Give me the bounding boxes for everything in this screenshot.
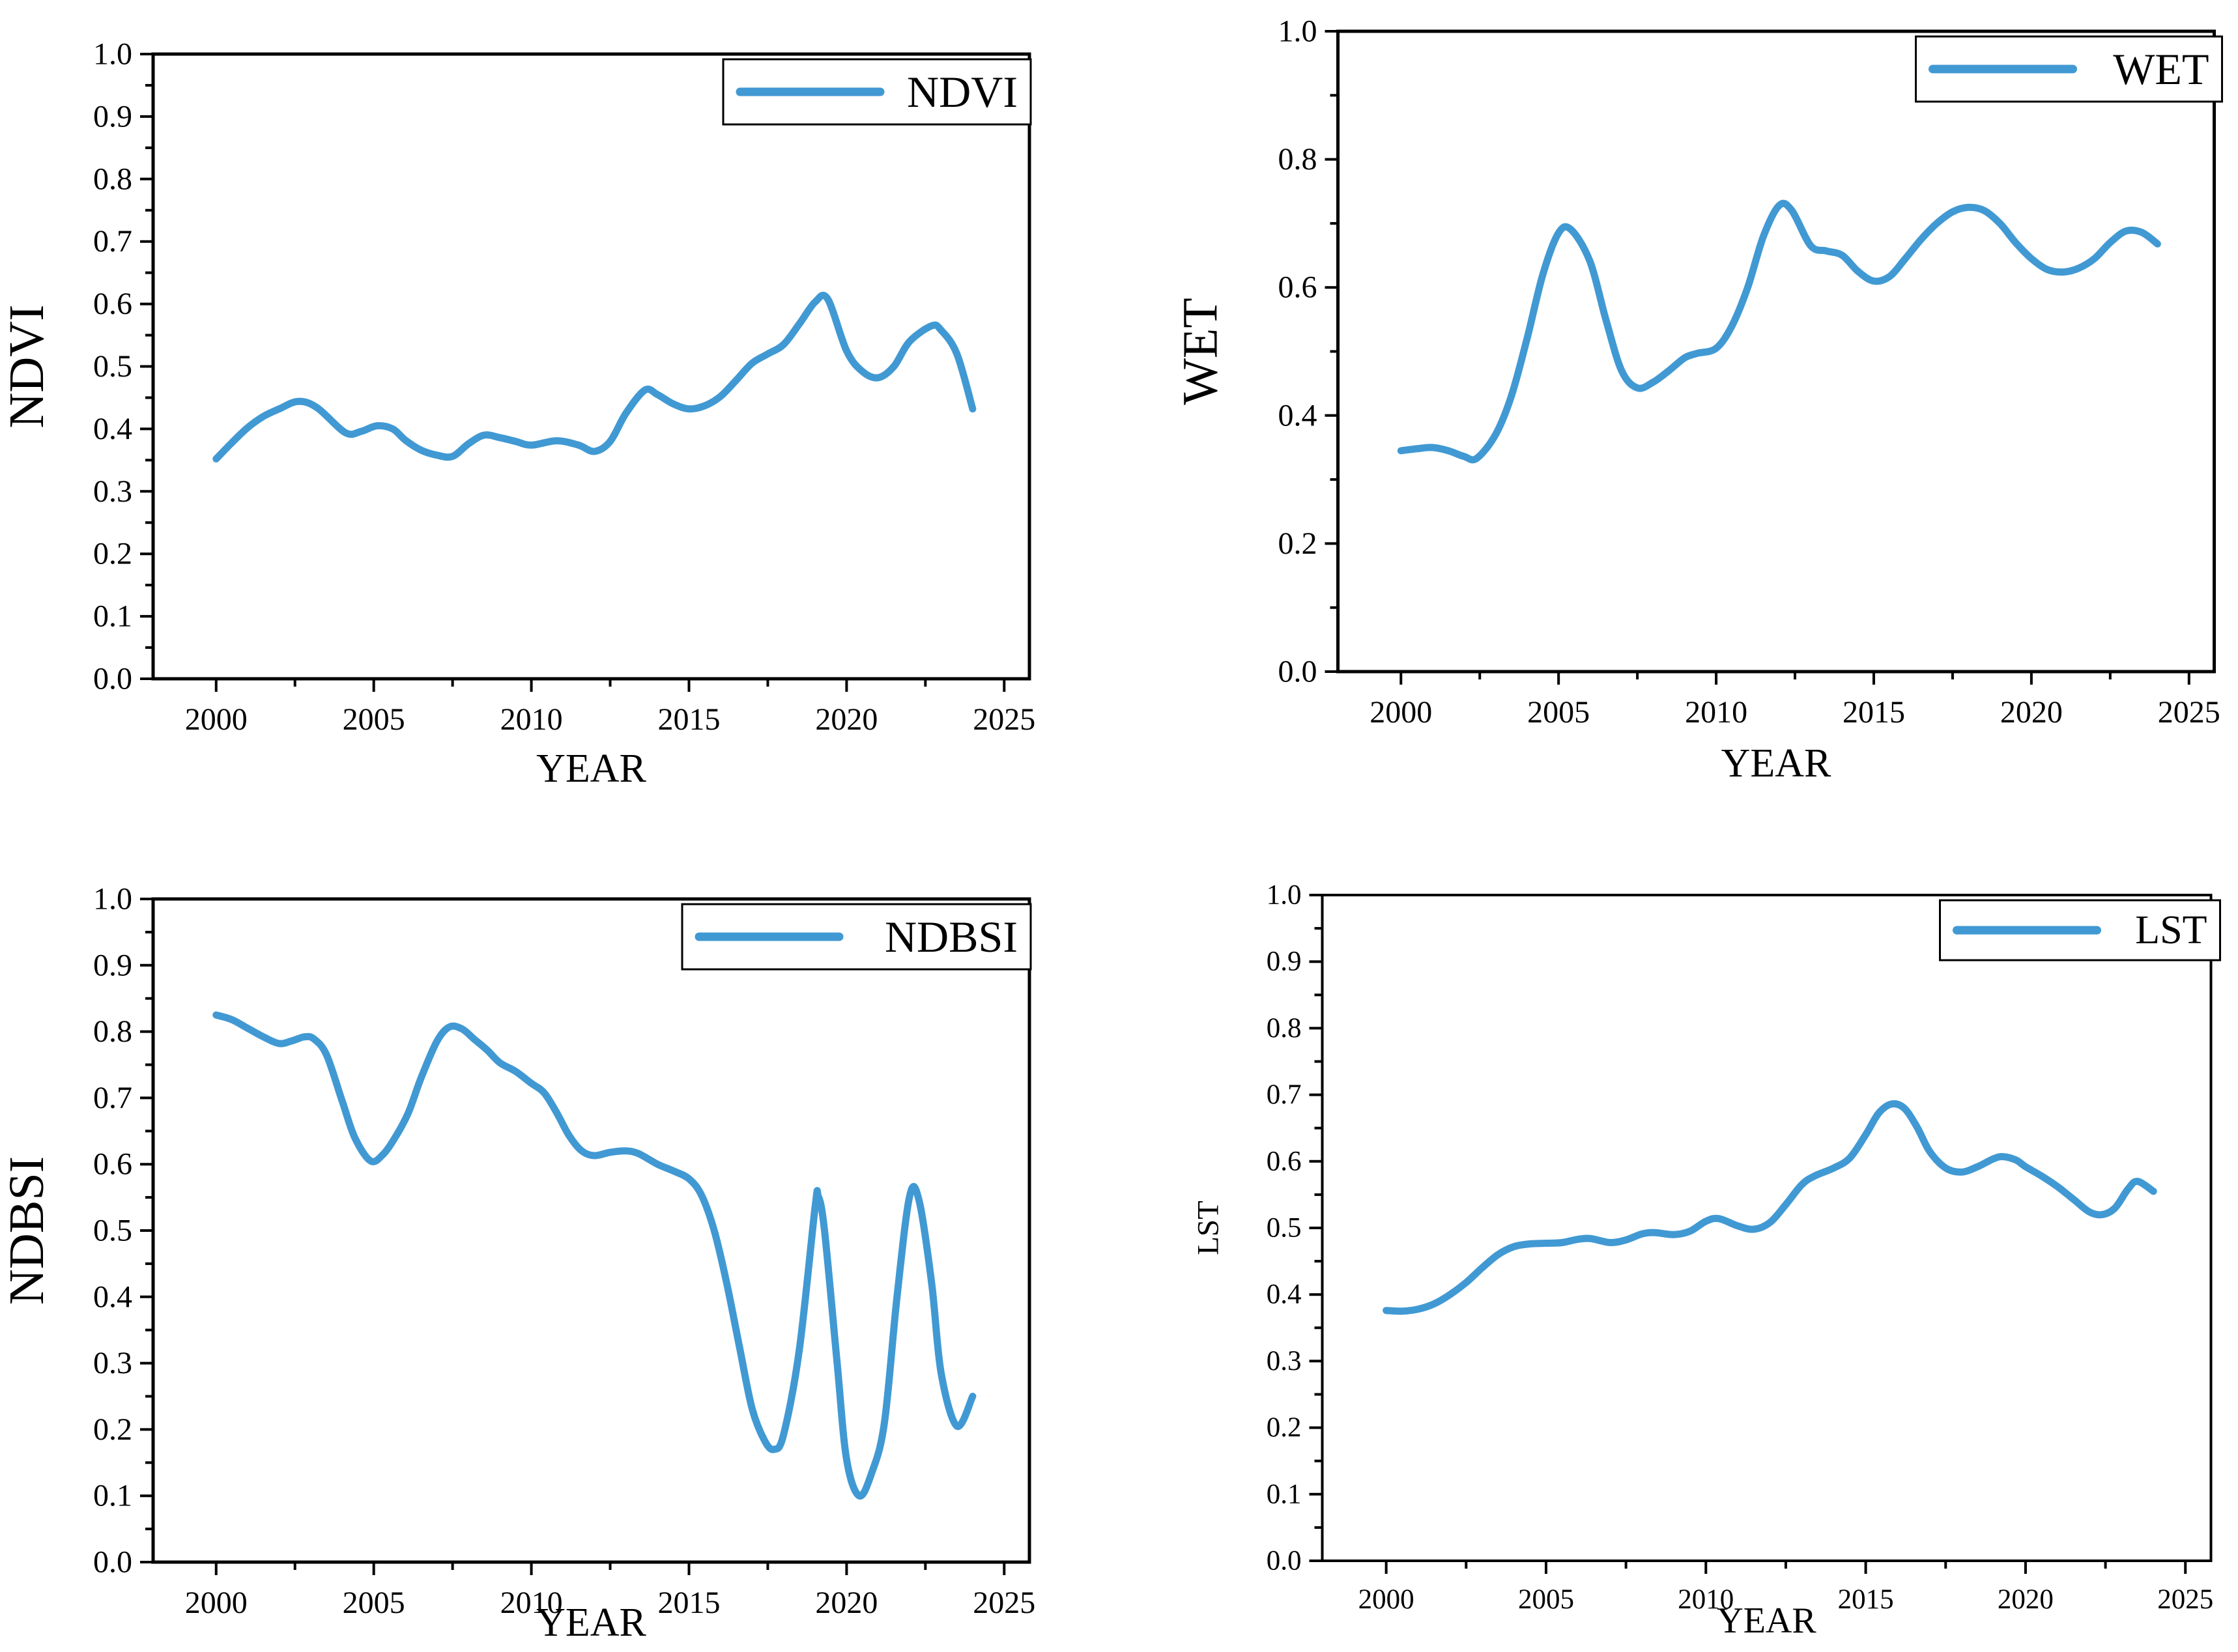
y-tick-label: 0.9 [1267, 947, 1302, 977]
x-tick-label: 2025 [973, 702, 1035, 737]
legend-label: NDBSI [885, 912, 1018, 961]
x-tick-label: 2005 [1527, 695, 1590, 730]
chart-ndbsi-canvas: 0.0 0.1 0.2 0.3 0.4 0.5 0.6 0.7 0.8 0.9 1.0 2000 200… [0, 882, 1035, 1645]
data-series-line [1397, 199, 2161, 464]
x-tick-label: 2000 [185, 702, 248, 737]
x-tick-label: 2010 [500, 702, 563, 737]
chart-lst-panel: 0.0 0.1 0.2 0.3 0.4 0.5 0.6 0.7 0.8 0.9 1.0 2000 200… [1119, 826, 2238, 1652]
y-tick-label: 0.4 [1267, 1279, 1302, 1310]
legend-label: LST [2135, 908, 2207, 952]
y-tick-label: 0.2 [93, 1412, 132, 1447]
y-axis-title: NDBSI [0, 1156, 54, 1305]
chart-ndvi-panel: 0.0 0.1 0.2 0.3 0.4 0.5 0.6 0.7 0.8 0.9 1.0 2000 200… [0, 0, 1119, 826]
x-axis-title: YEAR [1721, 741, 1831, 786]
x-tick-label: 2025 [973, 1586, 1035, 1620]
y-tick-label: 1.0 [1278, 14, 1317, 49]
y-tick-label: 0.4 [1278, 398, 1317, 433]
x-axis-title: YEAR [536, 747, 646, 791]
plot-frame [1336, 29, 2216, 674]
y-tick-label: 0.0 [1278, 655, 1317, 689]
y-tick-label: 0.6 [93, 287, 132, 321]
y-tick-label: 0.7 [1267, 1079, 1302, 1110]
legend-label: NDVI [907, 67, 1018, 117]
y-tick-label: 0.2 [93, 537, 132, 571]
y-tick-label: 0.5 [93, 349, 132, 384]
x-tick-label: 2015 [1838, 1584, 1894, 1615]
x-tick-label: 2000 [1370, 695, 1432, 730]
x-tick-label: 2020 [1998, 1584, 2054, 1615]
y-tick-label: 0.3 [93, 474, 132, 509]
y-tick-label: 0.6 [93, 1147, 132, 1182]
y-tick-label: 0.1 [93, 1479, 132, 1513]
y-tick-label: 0.7 [93, 224, 132, 259]
x-tick-label: 2020 [815, 1586, 878, 1620]
y-tick-label: 0.1 [1267, 1479, 1302, 1509]
x-tick-label: 2015 [657, 702, 720, 737]
y-tick-label: 0.6 [1267, 1146, 1302, 1176]
y-tick-label: 0.5 [1267, 1213, 1302, 1244]
data-series-line [212, 291, 977, 463]
y-tick-label: 0.2 [1267, 1412, 1302, 1443]
x-tick-label: 2015 [1843, 695, 1905, 730]
y-axis-title: NDVI [0, 305, 54, 429]
x-axis-title: YEAR [1717, 1601, 1816, 1641]
y-tick-label: 0.9 [93, 948, 132, 982]
y-tick-label: 0.8 [1267, 1013, 1302, 1044]
y-tick-label: 0.1 [93, 599, 132, 634]
y-tick-label: 0.3 [93, 1346, 132, 1380]
y-tick-label: 0.6 [1278, 270, 1317, 305]
legend-label: WET [2113, 44, 2209, 94]
chart-wet-canvas: 0.0 0.2 0.4 0.6 0.8 1.0 2000 2005 2010 2015 2020 20… [1173, 14, 2223, 786]
data-series-line [1383, 1100, 2157, 1315]
y-tick-label: 0.9 [93, 99, 132, 134]
x-tick-label: 2010 [1678, 1584, 1734, 1615]
y-axis-title: WET [1173, 298, 1228, 405]
x-tick-label: 2015 [657, 1586, 720, 1620]
y-tick-label: 0.4 [93, 1279, 132, 1314]
x-tick-label: 2025 [2157, 1584, 2213, 1615]
y-tick-label: 0.3 [1267, 1346, 1302, 1376]
x-tick-label: 2005 [1518, 1584, 1574, 1615]
x-tick-label: 2010 [500, 1586, 563, 1620]
x-tick-label: 2005 [343, 1586, 405, 1620]
y-tick-label: 0.2 [1278, 526, 1317, 561]
y-tick-label: 0.8 [93, 1014, 132, 1049]
y-axis-title: LST [1192, 1201, 1226, 1255]
y-tick-label: 0.5 [93, 1214, 132, 1248]
chart-lst-canvas: 0.0 0.1 0.2 0.3 0.4 0.5 0.6 0.7 0.8 0.9 1.0 2000 200… [1192, 880, 2221, 1641]
y-tick-label: 0.0 [93, 1545, 132, 1580]
y-tick-label: 1.0 [93, 882, 132, 917]
y-tick-label: 0.0 [1267, 1546, 1302, 1576]
x-tick-label: 2010 [1685, 695, 1747, 730]
y-tick-label: 0.7 [93, 1081, 132, 1115]
data-series-line [212, 1011, 977, 1500]
x-tick-label: 2025 [2158, 695, 2220, 730]
x-tick-label: 2005 [343, 702, 405, 737]
plot-frame [151, 897, 1031, 1564]
x-tick-label: 2020 [815, 702, 878, 737]
y-tick-label: 0.0 [93, 662, 132, 696]
y-tick-label: 0.4 [93, 412, 132, 446]
y-tick-label: 0.8 [1278, 142, 1317, 177]
x-tick-label: 2000 [1358, 1584, 1414, 1615]
chart-ndbsi-panel: 0.0 0.1 0.2 0.3 0.4 0.5 0.6 0.7 0.8 0.9 1.0 2000 200… [0, 826, 1119, 1652]
y-tick-label: 0.8 [93, 162, 132, 196]
y-tick-label: 1.0 [1267, 880, 1302, 911]
x-axis-title: YEAR [536, 1601, 646, 1645]
chart-wet-panel: 0.0 0.2 0.4 0.6 0.8 1.0 2000 2005 2010 2015 2020 20… [1119, 0, 2238, 826]
x-tick-label: 2000 [185, 1586, 248, 1620]
y-tick-label: 1.0 [93, 37, 132, 72]
x-tick-label: 2020 [2000, 695, 2063, 730]
chart-ndvi-canvas: 0.0 0.1 0.2 0.3 0.4 0.5 0.6 0.7 0.8 0.9 1.0 2000 200… [0, 37, 1035, 791]
